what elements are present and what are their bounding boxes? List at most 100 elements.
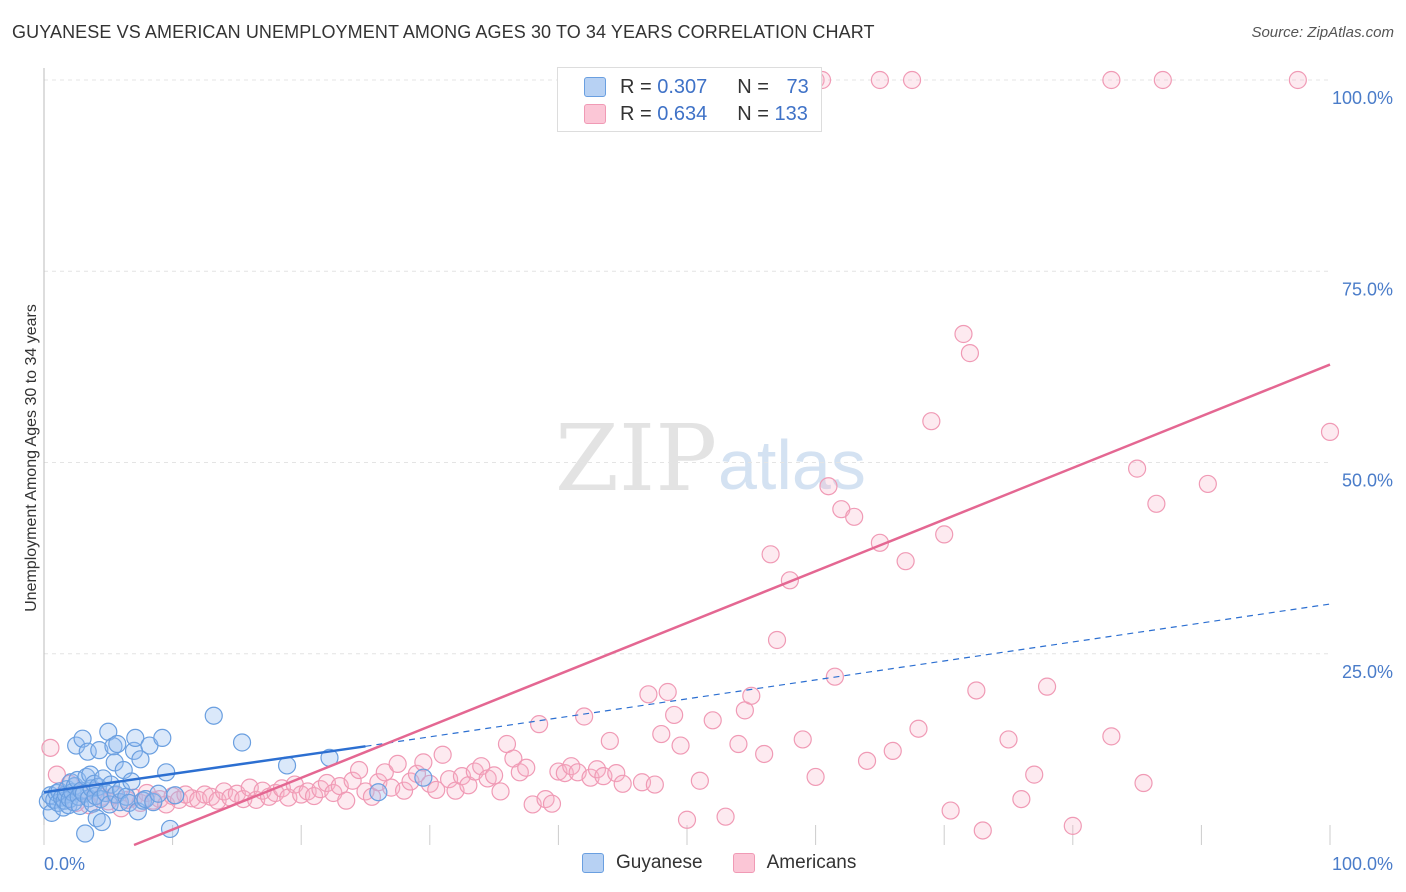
americans-point [600,731,619,751]
americans-point [857,751,877,770]
guyanese-point [92,812,111,832]
guyanese-swatch [584,77,606,97]
americans-point [671,736,690,755]
americans-point [510,763,529,782]
guyanese-point [369,783,388,802]
americans-point [639,685,658,704]
americans-point [1102,70,1121,90]
americans-point [896,552,915,571]
stats-legend: R = 0.307 N = 73 R = 0.634 N = 133 [557,67,822,132]
americans-legend-label: Americans [766,852,857,873]
americans-point [607,763,626,783]
guyanese-point [108,734,127,754]
americans-point [337,791,356,810]
americans-point [819,477,838,496]
americans-point [536,789,555,809]
legend-item-guyanese[interactable]: Guyanese [582,852,703,874]
americans-point [954,324,973,344]
americans-point [883,741,902,761]
y-tick-label-3: 100.0% [1332,88,1393,108]
americans-trend-line [133,363,1331,847]
americans-point [575,707,594,726]
guyanese-point [153,728,172,748]
guyanese-point [76,824,95,843]
americans-point [1102,727,1121,746]
americans-point [767,630,787,650]
guyanese-r-value: 0.307 [657,75,708,98]
americans-point [349,760,369,780]
guyanese-r-label: R = [620,75,658,98]
y-tick-label-2: 75.0% [1342,279,1393,299]
americans-point [729,734,748,754]
americans-point [1025,765,1044,784]
americans-point [665,705,684,725]
americans-point [1198,474,1217,494]
americans-point [1288,70,1307,90]
americans-point [755,744,774,764]
americans-point [1127,459,1147,478]
legend-row-guyanese: R = 0.307 N = 73 [584,75,809,99]
legend-row-americans: R = 0.634 N = 133 [584,102,808,126]
source-label: Source: ZipAtlas.com [1251,24,1394,41]
x-tick-label-1: 100.0% [1332,854,1393,874]
americans-point [742,686,761,705]
americans-point [485,766,504,785]
americans-point [394,781,414,800]
guyanese-point [157,763,176,782]
y-tick-label-0: 25.0% [1342,662,1393,682]
legend-item-americans[interactable]: Americans [732,852,857,874]
guyanese-legend-label: Guyanese [616,852,703,873]
americans-n-value: 133 [774,102,808,125]
americans-point [870,70,890,90]
americans-point [530,715,549,734]
americans-point [388,754,407,774]
guyanese-legend-swatch [582,853,604,873]
americans-swatch [584,104,606,124]
americans-r-value: 0.634 [657,102,708,125]
americans-point [902,70,922,90]
americans-point [1147,494,1166,513]
guyanese-n-value: 73 [786,75,809,98]
americans-point [1153,70,1172,90]
americans-point [517,758,536,777]
americans-point [304,786,324,806]
americans-point [491,782,510,801]
americans-point [587,760,607,779]
guyanese-point [78,742,97,761]
americans-point [973,821,992,840]
x-tick-label-0: 0.0% [44,854,85,874]
americans-point [645,775,664,794]
americans-point [613,774,632,793]
guyanese-point [67,736,86,755]
americans-point [1012,789,1031,809]
americans-point [999,730,1018,749]
americans-point [542,794,562,813]
americans-point [1134,773,1153,793]
americans-point [716,807,735,826]
americans-point [414,753,433,772]
guyanese-trend-line [43,745,366,794]
americans-point [806,767,825,787]
americans-point [960,344,980,363]
americans-point [555,763,574,783]
americans-point [690,771,709,790]
americans-point [658,682,677,702]
guyanese-point [166,786,185,805]
americans-point [375,763,394,782]
chart-title: GUYANESE VS AMERICAN UNEMPLOYMENT AMONG … [12,22,875,42]
guyanese-point [414,768,433,787]
americans-point [909,719,928,738]
guyanese-point [90,741,109,760]
americans-point [967,681,986,700]
guyanese-point [149,784,168,803]
y-tick-label-1: 50.0% [1342,471,1393,491]
americans-point [935,525,954,544]
americans-point [1320,422,1340,441]
guyanese-point [131,750,150,769]
watermark-atlas: atlas [718,426,866,504]
guyanese-point [232,733,252,752]
americans-point [793,730,812,749]
americans-point [1063,816,1082,835]
series-legend: Guyanese Americans [582,852,886,874]
